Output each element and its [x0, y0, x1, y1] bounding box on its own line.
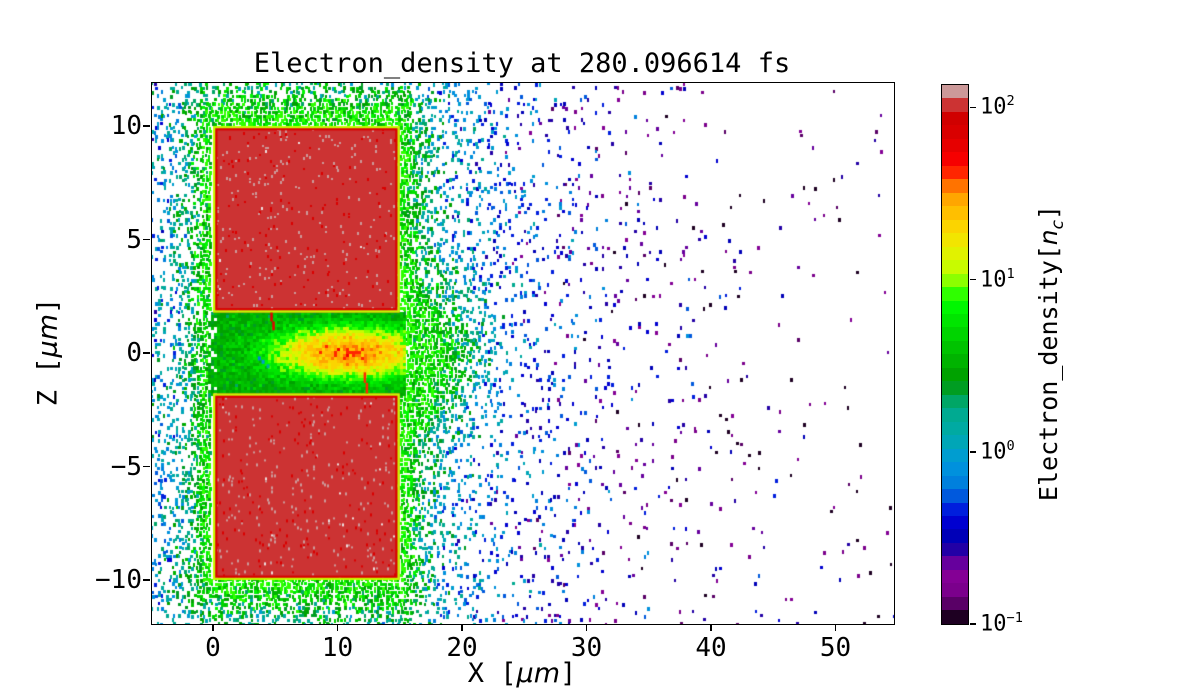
- colorbar-band: [942, 206, 968, 220]
- colorbar-band: [942, 219, 968, 234]
- plot-area: 0 10 20 30 40 50 10 5 0 −5 −10: [95, 82, 895, 663]
- x-tick-label: 20: [446, 633, 478, 663]
- x-tick-mark: [834, 624, 837, 631]
- y-tick-label: −10: [95, 565, 142, 595]
- colorbar-band: [942, 340, 968, 355]
- colorbar-band: [942, 165, 968, 180]
- x-tick-mark: [585, 624, 588, 631]
- colorbar-band: [942, 233, 968, 247]
- colorbar-band: [942, 596, 968, 611]
- x-tick-label: 0: [205, 633, 221, 663]
- colorbar-band: [942, 313, 968, 328]
- colorbar-tick-mark: [969, 278, 976, 281]
- colorbar-band: [942, 610, 968, 624]
- colorbar-label: Electron_density[nc]: [1034, 204, 1068, 502]
- x-tick-mark: [212, 624, 214, 631]
- x-tick-label: 30: [570, 633, 603, 663]
- y-axis-label: Z [μm]: [32, 297, 64, 407]
- y-tick-mark: [143, 465, 151, 468]
- colorbar-band: [942, 98, 968, 112]
- heatmap-canvas: [152, 83, 894, 624]
- y-tick-mark: [143, 352, 151, 354]
- colorbar-band: [942, 556, 968, 570]
- colorbar-tick-label: 101: [980, 265, 1015, 293]
- colorbar-band: [942, 125, 968, 139]
- plot-title: Electron_density at 280.096614 fs: [253, 48, 791, 79]
- colorbar-band: [942, 569, 968, 584]
- colorbar-band: [942, 475, 968, 490]
- colorbar-band: [942, 489, 968, 503]
- colorbar-band: [942, 111, 968, 126]
- colorbar: 102 101 100 10−1: [941, 84, 1023, 637]
- colorbar-band: [942, 138, 968, 153]
- colorbar-band: [942, 260, 968, 274]
- colorbar-band: [942, 381, 968, 395]
- colorbar-tick-mark: [969, 106, 976, 109]
- colorbar-band: [942, 300, 968, 314]
- colorbar-band: [942, 529, 968, 543]
- colorbar-band: [942, 394, 968, 409]
- colorbar-band: [942, 408, 968, 422]
- colorbar-band: [942, 152, 968, 166]
- y-tick-mark: [143, 125, 151, 127]
- y-tick-mark: [143, 579, 151, 581]
- colorbar-band: [942, 435, 968, 449]
- colorbar-band: [942, 327, 968, 341]
- colorbar-tick-label: 10−1: [980, 610, 1023, 637]
- colorbar-band: [942, 85, 968, 99]
- colorbar-tick-label: 102: [980, 93, 1015, 120]
- y-tick-label: 10: [110, 111, 142, 141]
- y-axis-unit: μm: [32, 314, 64, 358]
- x-axis-label: X [μm]: [467, 658, 577, 689]
- colorbar-tick-mark: [969, 451, 976, 453]
- y-tick-label: 0: [126, 338, 142, 368]
- y-tick-label: −5: [110, 451, 142, 482]
- colorbar-band: [942, 448, 968, 463]
- colorbar-band: [942, 542, 968, 557]
- colorbar-band: [942, 502, 968, 516]
- colorbar-band: [942, 462, 968, 476]
- colorbar-band: [942, 354, 968, 368]
- colorbar-band: [942, 421, 968, 436]
- colorbar-band: [942, 516, 968, 530]
- x-axis-unit: μm: [516, 658, 560, 689]
- x-tick-mark: [461, 624, 463, 631]
- colorbar-band: [942, 246, 968, 261]
- colorbar-tick-label: 100: [980, 437, 1015, 465]
- colorbar-band: [942, 367, 968, 382]
- x-tick-mark: [336, 624, 339, 631]
- colorbar-band: [942, 287, 968, 301]
- colorbar-gradient: [942, 85, 968, 624]
- colorbar-band: [942, 179, 968, 193]
- colorbar-band: [942, 583, 968, 597]
- x-tick-mark: [710, 624, 712, 631]
- x-tick-label: 40: [695, 633, 727, 663]
- y-tick-label: 5: [126, 224, 142, 255]
- y-tick-mark: [143, 238, 151, 241]
- colorbar-band: [942, 192, 968, 207]
- x-tick-label: 10: [321, 633, 354, 663]
- x-tick-label: 50: [819, 633, 852, 663]
- colorbar-tick-mark: [969, 623, 976, 625]
- colorbar-band: [942, 273, 968, 288]
